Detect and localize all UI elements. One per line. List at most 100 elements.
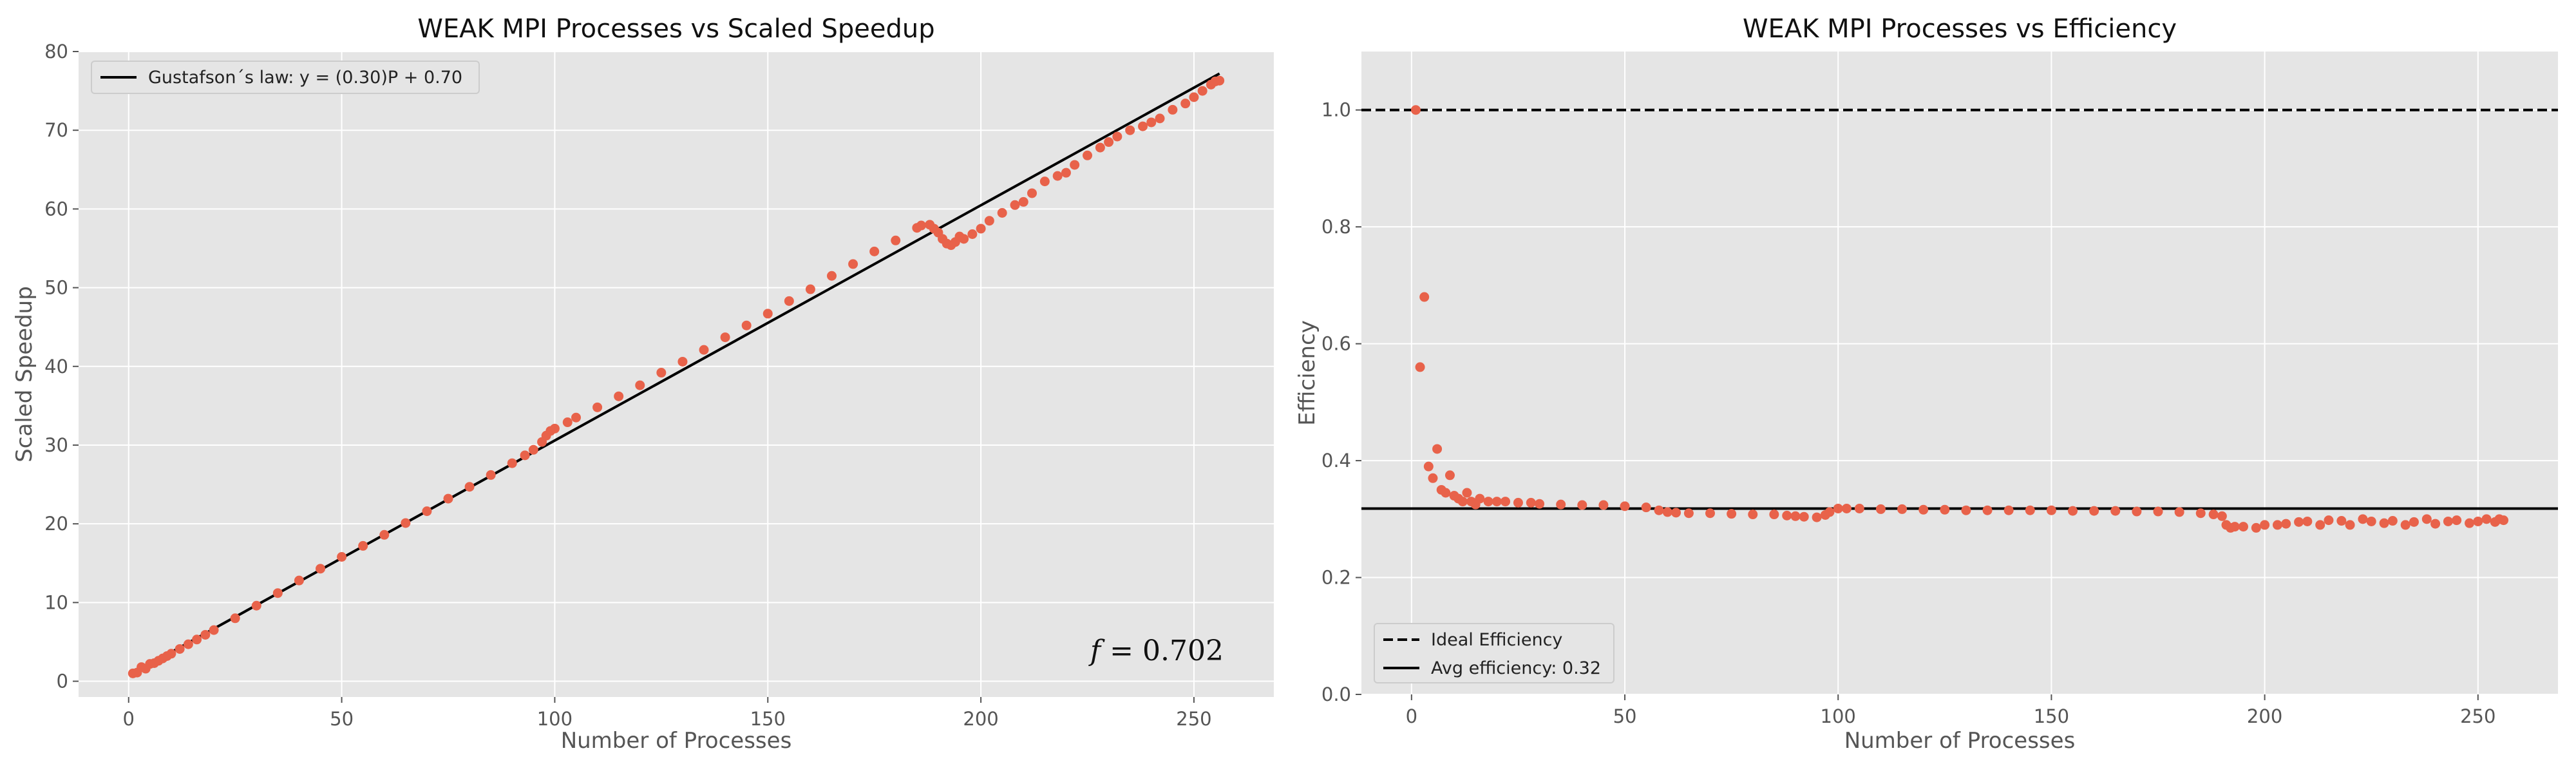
data-point <box>2046 505 2056 515</box>
plot-content <box>128 72 1225 678</box>
data-point <box>2336 516 2347 526</box>
data-point <box>741 320 752 330</box>
data-point <box>1462 488 1472 498</box>
data-point <box>251 600 261 611</box>
data-point <box>1125 125 1135 135</box>
data-point <box>1833 503 1843 513</box>
y-axis-label: Scaled Speedup <box>12 286 37 463</box>
data-point <box>337 551 347 562</box>
legend-box <box>91 61 480 94</box>
data-point <box>1641 502 1651 513</box>
x-tick-label: 0 <box>1406 705 1417 727</box>
data-point <box>2473 516 2483 526</box>
data-point <box>635 380 645 390</box>
data-point <box>1112 131 1122 142</box>
x-tick-label: 150 <box>750 708 786 730</box>
data-point <box>183 639 193 649</box>
data-point <box>2238 522 2248 532</box>
data-point <box>528 444 538 455</box>
data-point <box>997 208 1007 218</box>
data-point <box>1441 488 1451 498</box>
x-tick-label: 150 <box>2034 705 2069 727</box>
data-point <box>1769 510 1779 520</box>
data-point <box>1475 493 1485 504</box>
f-value-annotation: f = 0.702 <box>1088 635 1224 667</box>
data-point <box>2003 505 2014 515</box>
data-point <box>1841 503 1852 513</box>
data-point <box>175 644 185 654</box>
data-point <box>1410 105 1421 115</box>
data-point <box>1432 444 1443 454</box>
y-tick-label: 0.8 <box>1321 216 1351 238</box>
data-point <box>2345 520 2355 530</box>
data-point <box>2230 522 2240 532</box>
data-point <box>2465 518 2475 528</box>
data-point <box>805 284 815 294</box>
data-point <box>2110 506 2121 516</box>
data-point <box>1812 512 1822 522</box>
data-point <box>272 588 283 598</box>
data-point <box>656 368 667 378</box>
data-point <box>2089 506 2099 516</box>
data-point <box>2281 519 2291 529</box>
data-point <box>2324 515 2334 526</box>
data-point <box>1197 86 1208 96</box>
y-tick-label: 20 <box>44 513 68 535</box>
x-tick-label: 250 <box>2460 705 2496 727</box>
data-point <box>422 506 432 517</box>
data-point <box>1535 499 1545 509</box>
data-point <box>1419 292 1430 302</box>
fit-line <box>132 72 1220 675</box>
data-point <box>784 296 794 306</box>
data-point <box>358 540 368 551</box>
data-point <box>1577 500 1587 510</box>
data-point <box>2068 506 2078 516</box>
x-tick-label: 50 <box>330 708 354 730</box>
y-tick-label: 50 <box>44 277 68 299</box>
plot-content <box>1361 105 2558 533</box>
data-point <box>2379 518 2389 528</box>
data-point <box>2302 516 2313 526</box>
data-point <box>1854 503 1864 513</box>
data-point <box>1155 113 1165 124</box>
data-point <box>464 482 475 492</box>
data-point <box>1444 470 1455 481</box>
data-point <box>1415 362 1425 372</box>
data-point <box>1748 510 1758 520</box>
data-point <box>976 224 986 234</box>
y-tick-label: 1.0 <box>1321 99 1351 121</box>
data-point <box>2208 510 2219 520</box>
data-point <box>2430 519 2441 529</box>
data-point <box>1189 92 1199 102</box>
data-point <box>379 530 390 540</box>
y-tick-label: 0.6 <box>1321 333 1351 355</box>
data-point <box>959 234 969 244</box>
data-point <box>1501 497 1511 507</box>
data-point <box>2315 520 2325 530</box>
data-point <box>1052 171 1063 181</box>
x-tick-label: 200 <box>963 708 998 730</box>
chart-title: WEAK MPI Processes vs Scaled Speedup <box>417 14 934 44</box>
data-point <box>699 345 709 355</box>
data-point <box>916 220 926 231</box>
y-tick-label: 0.0 <box>1321 683 1351 705</box>
legend-entry: Avg efficiency: 0.32 <box>1431 658 1601 678</box>
data-point <box>2358 514 2368 524</box>
data-point <box>2294 517 2304 527</box>
data-point <box>294 575 304 586</box>
data-point <box>1799 511 1809 522</box>
data-point <box>2400 520 2410 530</box>
data-point <box>1961 505 1971 515</box>
data-point <box>2251 522 2261 533</box>
data-point <box>2153 506 2163 517</box>
data-point <box>1083 150 1093 160</box>
plot-area <box>1361 52 2558 694</box>
data-point <box>520 450 530 461</box>
data-point <box>1180 99 1191 109</box>
x-axis-label: Number of Processes <box>1844 728 2076 754</box>
data-point <box>677 356 688 367</box>
data-point <box>1168 104 1178 115</box>
